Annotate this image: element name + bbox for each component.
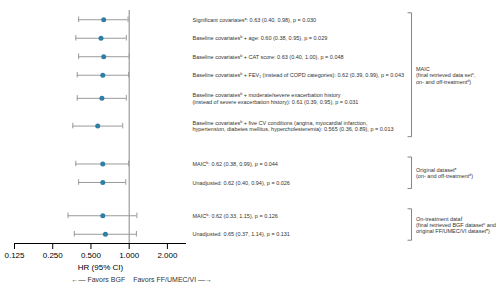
svg-text:Baseline covariatesᵇ + CAT sco: Baseline covariatesᵇ + CAT score: 0.63 (… [193, 54, 344, 60]
svg-text:MAICᵇ: 0.62 (0.38, 0.99), p =: MAICᵇ: 0.62 (0.38, 0.99), p = 0.044 [193, 161, 278, 167]
svg-text:0.250: 0.250 [43, 251, 64, 260]
svg-text:Baseline covariatesᵇ + age: 0.: Baseline covariatesᵇ + age: 0.60 (0.38, … [193, 35, 328, 41]
svg-text:MAICᵇ: 0.62 (0.33, 1.15), p =: MAICᵇ: 0.62 (0.33, 1.15), p = 0.126 [193, 213, 278, 219]
svg-text:Favors FF/UMEC/VI —→: Favors FF/UMEC/VI —→ [133, 276, 212, 283]
svg-text:Baseline covariatesᵇ + FEV₁ (i: Baseline covariatesᵇ + FEV₁ (instead of … [193, 72, 405, 78]
svg-text:HR (95% CI): HR (95% CI) [78, 263, 124, 272]
svg-text:2.000: 2.000 [157, 251, 178, 260]
svg-text:0.125: 0.125 [4, 251, 25, 260]
svg-text:Original datasetᵉ(on- and off-: Original datasetᵉ(on- and off-treatmentᵈ… [416, 167, 473, 179]
svg-text:Significant covariatesᵃ: 0.63: Significant covariatesᵃ: 0.63 (0.40, 0.9… [193, 17, 317, 23]
svg-text:Unadjusted: 0.65 (0.37, 1.14),: Unadjusted: 0.65 (0.37, 1.14), p = 0.131 [193, 231, 290, 237]
svg-text:←— Favors BGF: ←— Favors BGF [71, 276, 125, 283]
svg-text:1.000: 1.000 [119, 251, 140, 260]
svg-text:On-treatment dataḟ(final retri: On-treatment dataḟ(final retrieved BGF d… [416, 216, 496, 235]
svg-text:MAIC(final retrieved data setᶜ: MAIC(final retrieved data setᶜ,on- and o… [416, 66, 476, 85]
svg-text:0.500: 0.500 [81, 251, 102, 260]
svg-text:Baseline covariatesᵇ + moderat: Baseline covariatesᵇ + moderate/severe e… [193, 92, 359, 104]
svg-text:Baseline covariatesᵇ + five CV: Baseline covariatesᵇ + five CV condition… [193, 120, 394, 132]
svg-text:Unadjusted: 0.62 (0.40, 0.94),: Unadjusted: 0.62 (0.40, 0.94), p = 0.026 [193, 180, 290, 186]
